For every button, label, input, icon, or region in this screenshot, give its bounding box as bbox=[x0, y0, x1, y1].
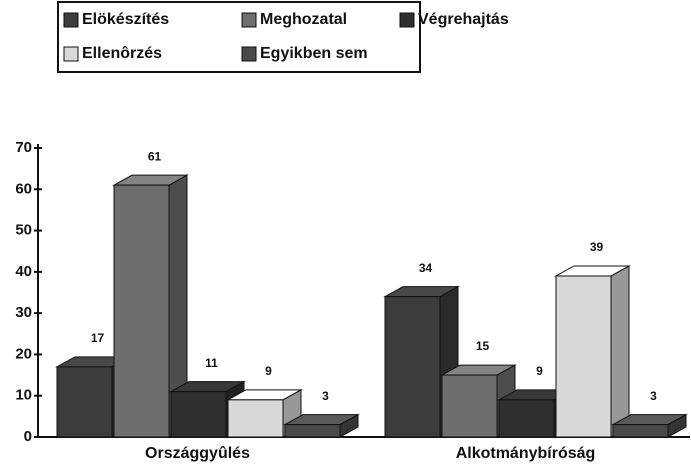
y-tick-label: 70 bbox=[15, 139, 32, 156]
bar bbox=[56, 366, 113, 438]
bar bbox=[441, 374, 498, 438]
y-tick-label: 20 bbox=[15, 345, 32, 362]
legend-swatch bbox=[63, 12, 79, 28]
legend-swatch bbox=[63, 46, 79, 62]
value-label: 9 bbox=[536, 364, 543, 378]
y-tick-label: 40 bbox=[15, 263, 32, 280]
value-label: 17 bbox=[91, 331, 105, 345]
bar bbox=[284, 424, 341, 438]
y-tick-label: 30 bbox=[15, 304, 32, 321]
bar bbox=[612, 424, 669, 438]
value-label: 39 bbox=[590, 240, 604, 254]
bar bbox=[384, 296, 441, 438]
bar bbox=[113, 184, 170, 438]
value-label: 3 bbox=[322, 389, 329, 403]
legend-swatch bbox=[241, 12, 257, 28]
bar bbox=[170, 391, 227, 438]
legend-box bbox=[57, 1, 421, 73]
x-tick-label: Országgyûlés bbox=[145, 445, 250, 462]
bar bbox=[227, 399, 284, 438]
value-label: 61 bbox=[148, 149, 162, 163]
legend-label: Ellenôrzés bbox=[82, 45, 162, 62]
value-label: 3 bbox=[650, 389, 657, 403]
legend-label: Elökészítés bbox=[82, 11, 169, 28]
y-tick-label: 10 bbox=[15, 387, 32, 404]
value-label: 9 bbox=[265, 364, 272, 378]
value-label: 34 bbox=[419, 261, 433, 275]
y-tick-label: 60 bbox=[15, 180, 32, 197]
x-tick-label: Alkotmánybíróság bbox=[456, 445, 596, 462]
bar-side bbox=[610, 265, 630, 438]
value-label: 15 bbox=[476, 339, 490, 353]
y-tick-label: 50 bbox=[15, 222, 32, 239]
value-label: 11 bbox=[205, 356, 218, 370]
legend-swatch bbox=[399, 12, 415, 28]
bar bbox=[555, 275, 612, 438]
legend-label: Meghozatal bbox=[260, 11, 347, 28]
legend-label: Végrehajtás bbox=[418, 11, 509, 28]
bar bbox=[498, 399, 555, 438]
legend-swatch bbox=[241, 46, 257, 62]
legend-label: Egyikben sem bbox=[260, 45, 368, 62]
y-tick-label: 0 bbox=[24, 428, 32, 445]
